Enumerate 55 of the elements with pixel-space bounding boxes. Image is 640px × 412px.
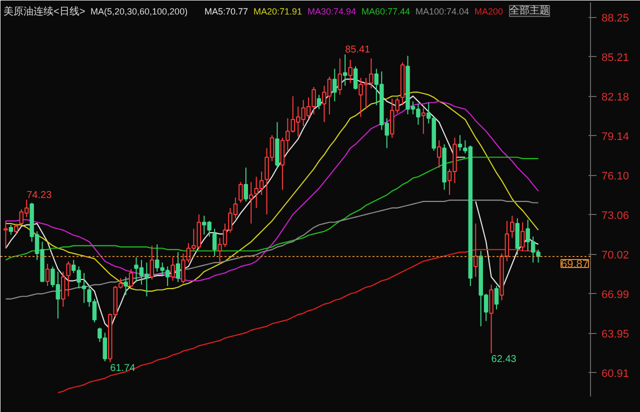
candlestick bbox=[66, 260, 70, 297]
y-tick-label: 82.18 bbox=[602, 91, 630, 104]
candlestick bbox=[494, 285, 499, 310]
annotation: 全部主题 bbox=[510, 4, 550, 16]
y-tick-label: 85.21 bbox=[602, 52, 630, 64]
candlestick bbox=[348, 59, 352, 84]
candlestick bbox=[82, 272, 86, 304]
candlestick bbox=[421, 107, 426, 134]
text: MA200 bbox=[474, 6, 504, 16]
annotation: 61.74 bbox=[110, 363, 136, 374]
candlestick bbox=[4, 220, 8, 249]
y-tick-label: 70.02 bbox=[602, 250, 630, 262]
candlestick bbox=[61, 271, 66, 308]
candlestick bbox=[474, 223, 478, 278]
candlestick bbox=[249, 181, 254, 224]
candlestick bbox=[436, 140, 442, 168]
candlestick bbox=[244, 167, 248, 202]
y-tick-label: 66.99 bbox=[602, 288, 630, 301]
text: MA60:77.44 bbox=[362, 6, 410, 16]
chart-title: 美原油连续<日线> bbox=[4, 6, 86, 18]
text: MA5:70.77 bbox=[204, 6, 248, 16]
candlestick bbox=[170, 256, 175, 282]
candlestick bbox=[489, 284, 494, 354]
candlestick bbox=[338, 58, 342, 96]
candlestick bbox=[458, 134, 462, 152]
y-tick-label: 79.14 bbox=[602, 130, 630, 143]
candlestick bbox=[353, 66, 358, 90]
y-tick-label: 88.25 bbox=[602, 12, 630, 24]
line-series bbox=[5, 156, 539, 261]
candlestick bbox=[150, 245, 154, 280]
annotation: 74.23 bbox=[26, 190, 52, 201]
candlestick bbox=[316, 94, 322, 110]
y-tick-label: 76.10 bbox=[602, 170, 630, 182]
candlestick bbox=[520, 222, 525, 252]
text: MA30:74.94 bbox=[308, 6, 356, 16]
candlestick bbox=[8, 224, 14, 236]
candlestick bbox=[332, 68, 337, 102]
text: MA100:74.04 bbox=[416, 6, 470, 16]
annotation: 85.41 bbox=[345, 44, 371, 56]
candlestick bbox=[510, 215, 514, 238]
y-tick-label: 60.91 bbox=[602, 368, 630, 380]
annotation: 62.43 bbox=[491, 354, 517, 366]
candlestick bbox=[124, 276, 128, 296]
candlestick bbox=[128, 268, 134, 288]
y-tick-label: 63.95 bbox=[602, 328, 630, 340]
candlestick bbox=[238, 181, 243, 204]
legend-title: MA(5,20,30,60,100,200) bbox=[90, 6, 188, 16]
candlestick bbox=[176, 252, 180, 283]
candlestick bbox=[212, 228, 217, 257]
text: MA20:71.91 bbox=[254, 6, 302, 16]
candlestick bbox=[342, 54, 348, 86]
y-tick-label: 73.06 bbox=[602, 210, 630, 222]
line-series bbox=[5, 200, 539, 300]
candlestick bbox=[14, 223, 18, 234]
candlestick bbox=[45, 263, 50, 286]
